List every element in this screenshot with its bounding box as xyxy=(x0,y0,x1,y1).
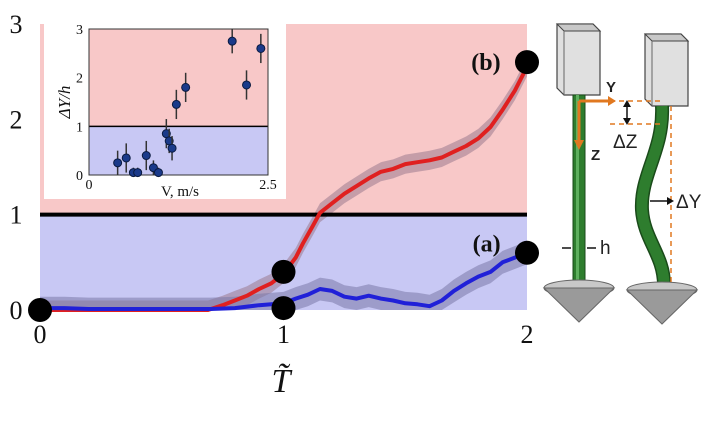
y-tick-label: 1 xyxy=(10,201,23,230)
inset-y-tick: 2 xyxy=(76,72,83,87)
inset-x-label: V, m/s xyxy=(161,184,199,200)
inset-y-label: ΔY/h xyxy=(55,86,74,120)
inset-x-tick: 2.5 xyxy=(259,178,277,193)
x-tick-label: 0 xyxy=(34,320,47,349)
y-tick-label: 2 xyxy=(10,105,23,134)
beam-rod-highlight xyxy=(576,95,579,285)
inset-region-below xyxy=(89,126,268,175)
bent-beam: ΔZ ΔY xyxy=(610,33,702,325)
inset-point-12 xyxy=(227,36,237,46)
inset-x-tick: 0 xyxy=(86,178,93,193)
delta-z-label: ΔZ xyxy=(613,132,638,153)
inset-point-1 xyxy=(121,153,131,163)
inset-point-14 xyxy=(256,43,266,53)
inset-point-13 xyxy=(242,80,252,90)
top-block-bent-face xyxy=(643,33,690,42)
inset-y-tick: 1 xyxy=(76,120,83,135)
y-axis-label: Y xyxy=(606,79,616,96)
marker-2 xyxy=(271,259,296,284)
straight-beam: Y Z h xyxy=(542,23,616,323)
inset-frame xyxy=(88,28,269,176)
inset-point-4 xyxy=(141,151,151,161)
inset-point-0 xyxy=(113,158,123,168)
annotation-b: (b) xyxy=(471,50,500,76)
annotation-a: (a) xyxy=(473,231,501,257)
inset-chart: 0 1 2 3 0 2.5 V, m/s ΔY/h xyxy=(44,19,286,200)
series-a-line xyxy=(40,250,528,311)
y-tick-label: 0 xyxy=(10,296,23,325)
x-axis-label: T̃ xyxy=(272,362,293,400)
x-tick-label: 2 xyxy=(521,320,534,349)
series-a-band xyxy=(40,241,527,310)
top-block xyxy=(556,23,601,96)
z-arrow-head xyxy=(574,140,584,150)
inset-point-9 xyxy=(167,143,177,153)
marker-4 xyxy=(515,50,539,75)
delta-y-label: ΔY xyxy=(676,192,702,213)
marker-3 xyxy=(515,240,539,265)
marker-1 xyxy=(271,296,296,321)
marker-0 xyxy=(28,298,52,322)
inset-point-3 xyxy=(133,168,143,178)
delta-z-head-top xyxy=(623,100,631,107)
inset-point-10 xyxy=(171,99,181,109)
bent-rod-fill xyxy=(636,105,670,286)
thickness-label: h xyxy=(600,238,611,259)
beam-diagram: Y Z h ΔZ ΔY xyxy=(542,23,702,325)
inset-point-6 xyxy=(153,168,163,178)
top-block-bent xyxy=(644,33,689,107)
z-axis-label: Z xyxy=(591,147,600,164)
inset-y-tick: 3 xyxy=(76,23,83,38)
top-block-face xyxy=(555,23,602,32)
inset-point-11 xyxy=(181,82,191,92)
delta-y-head xyxy=(667,197,674,205)
delta-z-head-bottom xyxy=(623,118,631,125)
inset-y-tick: 0 xyxy=(76,169,83,184)
x-tick-label: 1 xyxy=(277,320,290,349)
base-cone xyxy=(542,287,616,323)
base-cone-bent xyxy=(625,289,699,325)
inset-region-above xyxy=(89,29,268,127)
y-tick-label: 3 xyxy=(10,10,23,39)
